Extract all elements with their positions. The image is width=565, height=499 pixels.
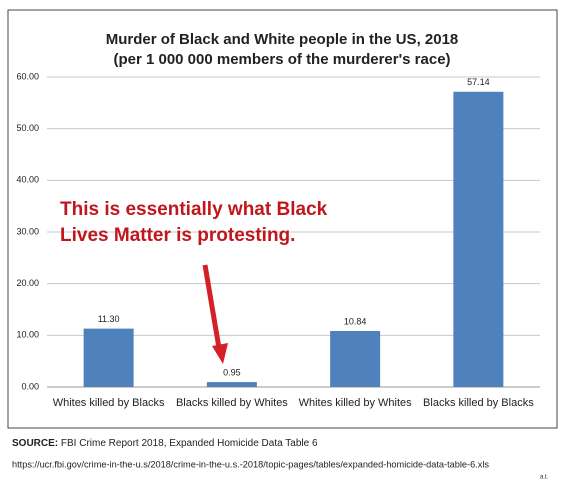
value-label: 0.95 [223,367,241,377]
y-tick-label: 20.00 [16,278,39,288]
y-tick-label: 30.00 [16,226,39,236]
x-tick-label: Blacks killed by Blacks [423,397,534,409]
value-label: 57.14 [467,77,490,87]
source-label: SOURCE: [12,438,58,449]
y-tick-label: 50.00 [16,123,39,133]
y-tick-label: 60.00 [16,71,39,81]
y-tick-label: 10.00 [16,330,39,340]
plot-area: 0.00 10.00 20.00 30.00 40.00 50.00 60.00 Whites… [16,71,540,409]
x-tick-label: Blacks killed by Whites [176,397,288,409]
y-tick-label: 0.00 [21,381,39,391]
x-tick-label: Whites killed by Blacks [53,397,165,409]
annotation-arrow [202,264,228,364]
bar [206,382,257,387]
chart-title: Murder of Black and White people in the … [106,31,459,48]
signature: a.t. [540,475,549,481]
annotation-line: Lives Matter is protesting. [60,225,295,246]
source: SOURCE: FBI Crime Report 2018, Expanded … [12,438,318,449]
y-tick-label: 40.00 [16,175,39,185]
annotation-line: This is essentially what Black [60,199,328,220]
chart-frame [7,9,558,429]
bar [83,328,134,387]
source-url: https://ucr.fbi.gov/crime-in-the-u.s/201… [12,459,489,469]
value-label: 10.84 [344,316,367,326]
bar [453,91,504,387]
chart-subtitle: (per 1 000 000 members of the murderer's… [113,51,450,68]
bar [330,330,381,387]
value-label: 11.30 [98,314,120,324]
source-text: FBI Crime Report 2018, Expanded Homicide… [61,438,318,449]
x-tick-label: Whites killed by Whites [299,397,413,409]
